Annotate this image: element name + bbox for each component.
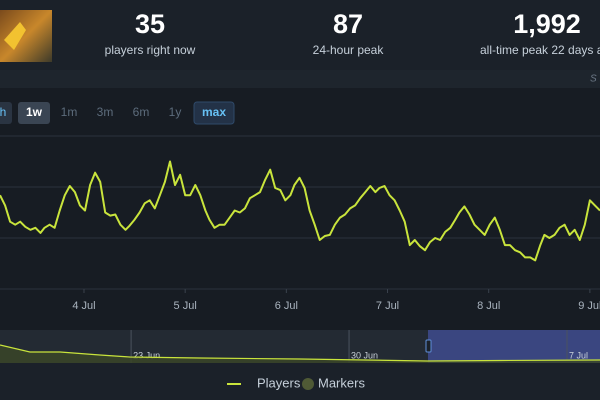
range-button-label[interactable]: 1m bbox=[61, 105, 78, 119]
stat-value: 35 bbox=[135, 9, 165, 39]
navigator-area bbox=[0, 345, 600, 363]
x-tick-label: 8 Jul bbox=[477, 300, 500, 312]
stat-label: 24-hour peak bbox=[313, 43, 385, 57]
range-button-label: max bbox=[202, 105, 226, 119]
range-button-label[interactable]: 1y bbox=[169, 105, 182, 119]
legend-swatch bbox=[302, 378, 314, 390]
range-button[interactable] bbox=[0, 102, 12, 124]
chart-header bbox=[0, 70, 600, 88]
legend-label[interactable]: Players bbox=[257, 375, 301, 390]
stat-label: players right now bbox=[105, 43, 196, 57]
navigator-selection[interactable] bbox=[428, 330, 600, 363]
x-tick-label: 5 Jul bbox=[174, 300, 197, 312]
navigator-label: 7 Jul bbox=[569, 350, 588, 360]
thumbnail-art bbox=[4, 22, 26, 50]
range-button[interactable] bbox=[18, 102, 50, 124]
range-button-label: 1w bbox=[26, 105, 43, 119]
range-button[interactable] bbox=[193, 101, 235, 125]
range-button-label: h bbox=[0, 105, 6, 119]
x-tick-label: 6 Jul bbox=[275, 300, 298, 312]
chart-area bbox=[0, 88, 600, 330]
navigator-label: 30 Jun bbox=[351, 350, 378, 360]
x-tick-label: 9 Jul bbox=[578, 300, 600, 312]
stat-value: 1,992 bbox=[513, 9, 581, 39]
stat-value: 87 bbox=[333, 9, 363, 39]
stats-bar bbox=[0, 0, 600, 70]
legend-label[interactable]: Markers bbox=[318, 375, 365, 390]
x-tick-label: 7 Jul bbox=[376, 300, 399, 312]
x-tick-label: 4 Jul bbox=[72, 300, 95, 312]
navigator-handle[interactable] bbox=[425, 339, 432, 353]
navigator-line bbox=[0, 344, 600, 362]
range-button-label[interactable]: 3m bbox=[97, 105, 114, 119]
navigator-label: 23 Jun bbox=[133, 350, 160, 360]
corner-text: S bbox=[590, 74, 597, 85]
range-button-label[interactable]: 6m bbox=[133, 105, 150, 119]
stat-label: all-time peak 22 days a bbox=[480, 43, 600, 57]
series-line bbox=[0, 160, 600, 262]
